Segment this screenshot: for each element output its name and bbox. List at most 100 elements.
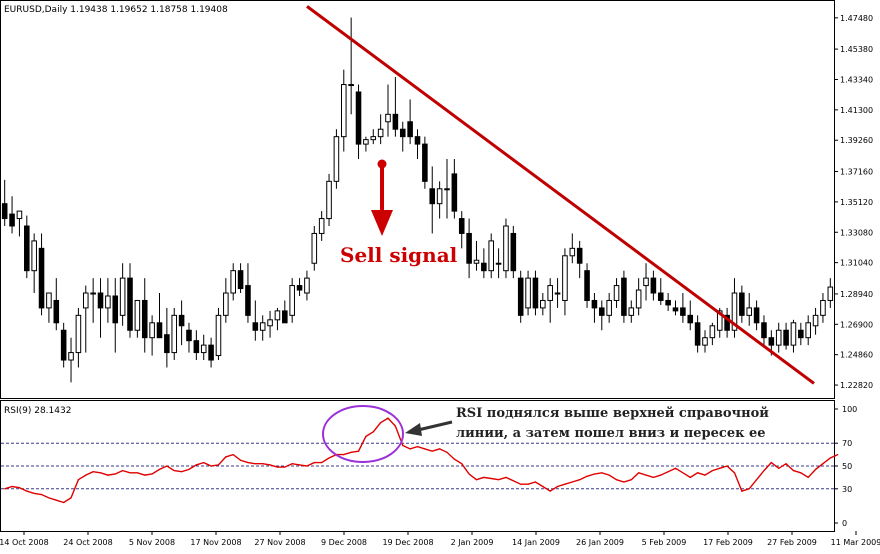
rsi-point bbox=[579, 479, 581, 481]
candle-body-down bbox=[429, 188, 436, 205]
rsi-tick-label: 100 bbox=[842, 405, 857, 414]
price-tick-label: 1.22820 bbox=[840, 381, 873, 390]
rsi-point bbox=[99, 472, 102, 474]
candle-body-down bbox=[657, 292, 664, 301]
rsi-point bbox=[166, 465, 168, 467]
rsi-point bbox=[232, 454, 234, 456]
candle-body-up bbox=[444, 188, 450, 191]
rsi-point bbox=[807, 476, 809, 478]
candle-body-up bbox=[333, 136, 340, 182]
candle-body-down bbox=[392, 113, 399, 130]
rsi-note-pointer bbox=[405, 420, 453, 436]
rsi-point bbox=[122, 469, 124, 472]
rsi-point bbox=[814, 468, 817, 471]
candle-body-down bbox=[141, 299, 148, 339]
rsi-point bbox=[667, 471, 669, 473]
candle-body-up bbox=[348, 84, 354, 87]
rsi-point bbox=[402, 444, 404, 447]
trendline bbox=[306, 5, 815, 385]
rsi-point bbox=[660, 474, 662, 476]
date-tick-label: 26 Jan 2009 bbox=[576, 538, 624, 547]
rsi-point bbox=[343, 454, 345, 456]
rsi-point bbox=[306, 465, 308, 467]
rsi-line bbox=[4, 417, 838, 504]
rsi-point bbox=[741, 490, 743, 492]
rsi-point bbox=[822, 463, 824, 465]
candle-body-down bbox=[761, 322, 767, 339]
date-tick-label: 14 Jan 2009 bbox=[512, 538, 560, 547]
rsi-point bbox=[689, 476, 691, 478]
rsi-point bbox=[755, 479, 758, 481]
rsi-point bbox=[11, 485, 13, 488]
date-tick-label: 17 Feb 2009 bbox=[703, 538, 753, 547]
rsi-point bbox=[424, 448, 426, 450]
rsi-point bbox=[586, 475, 588, 477]
rsi-point bbox=[520, 483, 522, 485]
rsi-point bbox=[92, 471, 94, 473]
candle-body-up bbox=[230, 270, 236, 294]
rsi-point bbox=[114, 473, 116, 475]
rsi-point bbox=[704, 474, 706, 476]
rsi-point bbox=[40, 493, 43, 496]
rsi-point bbox=[719, 467, 721, 469]
candle-body-up bbox=[827, 286, 834, 301]
candle-body-up bbox=[503, 225, 509, 272]
candle-body-down bbox=[208, 344, 214, 361]
candle-body-down bbox=[24, 225, 30, 272]
candle-body-down bbox=[783, 329, 789, 346]
rsi-point bbox=[77, 479, 80, 481]
candle-body-up bbox=[171, 314, 178, 354]
rsi-point bbox=[770, 461, 772, 464]
candle-body-up bbox=[289, 285, 295, 316]
rsi-point bbox=[527, 483, 529, 485]
candle-body-down bbox=[532, 277, 539, 309]
candle-body-down bbox=[753, 307, 760, 324]
candle-body-up bbox=[105, 295, 111, 309]
candle-body-up bbox=[31, 240, 37, 272]
rsi-point bbox=[298, 464, 301, 466]
candle-body-up bbox=[68, 352, 74, 361]
rsi-point bbox=[269, 464, 271, 466]
candle-body-down bbox=[739, 292, 745, 316]
rsi-point bbox=[697, 472, 699, 474]
candle-body-down bbox=[768, 337, 775, 346]
candle-body-up bbox=[119, 277, 126, 316]
rsi-point bbox=[468, 473, 470, 475]
rsi-point bbox=[129, 472, 131, 474]
rsi-point bbox=[564, 483, 566, 485]
rsi-point bbox=[70, 497, 72, 499]
candle-body-up bbox=[628, 307, 635, 316]
rsi-point bbox=[350, 451, 352, 453]
candle-body-up bbox=[746, 307, 753, 316]
date-tick-label: 2 Jan 2009 bbox=[451, 538, 494, 547]
rsi-point bbox=[357, 450, 360, 452]
rsi-point bbox=[48, 497, 50, 499]
rsi-point bbox=[394, 425, 396, 427]
main-panel-frame bbox=[0, 0, 835, 399]
candle-body-down bbox=[687, 314, 694, 324]
candle-body-down bbox=[296, 285, 303, 291]
rsi-tick-label: 0 bbox=[842, 519, 847, 528]
rsi-point bbox=[217, 464, 220, 466]
rsi-point bbox=[837, 454, 839, 456]
candle-body-up bbox=[790, 322, 797, 346]
price-tick-label: 1.37160 bbox=[840, 168, 873, 177]
candle-body-up bbox=[134, 299, 141, 331]
rsi-point bbox=[262, 463, 264, 465]
price-axis: 1.47480 1.45380 1.43340 1.41300 1.39260 1.371… bbox=[834, 14, 873, 390]
candle-body-down bbox=[193, 340, 200, 354]
candle-body-up bbox=[635, 289, 642, 309]
candle-body-down bbox=[517, 277, 524, 316]
candle-body-down bbox=[451, 173, 458, 212]
rsi-point bbox=[571, 481, 573, 483]
candle-body-up bbox=[200, 344, 207, 354]
candle-body-up bbox=[643, 277, 649, 287]
rsi-point bbox=[144, 474, 146, 476]
rsi-series bbox=[4, 417, 839, 504]
candle-body-up bbox=[731, 292, 738, 331]
sell-arrow-head bbox=[371, 210, 393, 236]
date-tick-label: 27 Feb 2009 bbox=[767, 538, 817, 547]
rsi-point bbox=[608, 474, 610, 476]
